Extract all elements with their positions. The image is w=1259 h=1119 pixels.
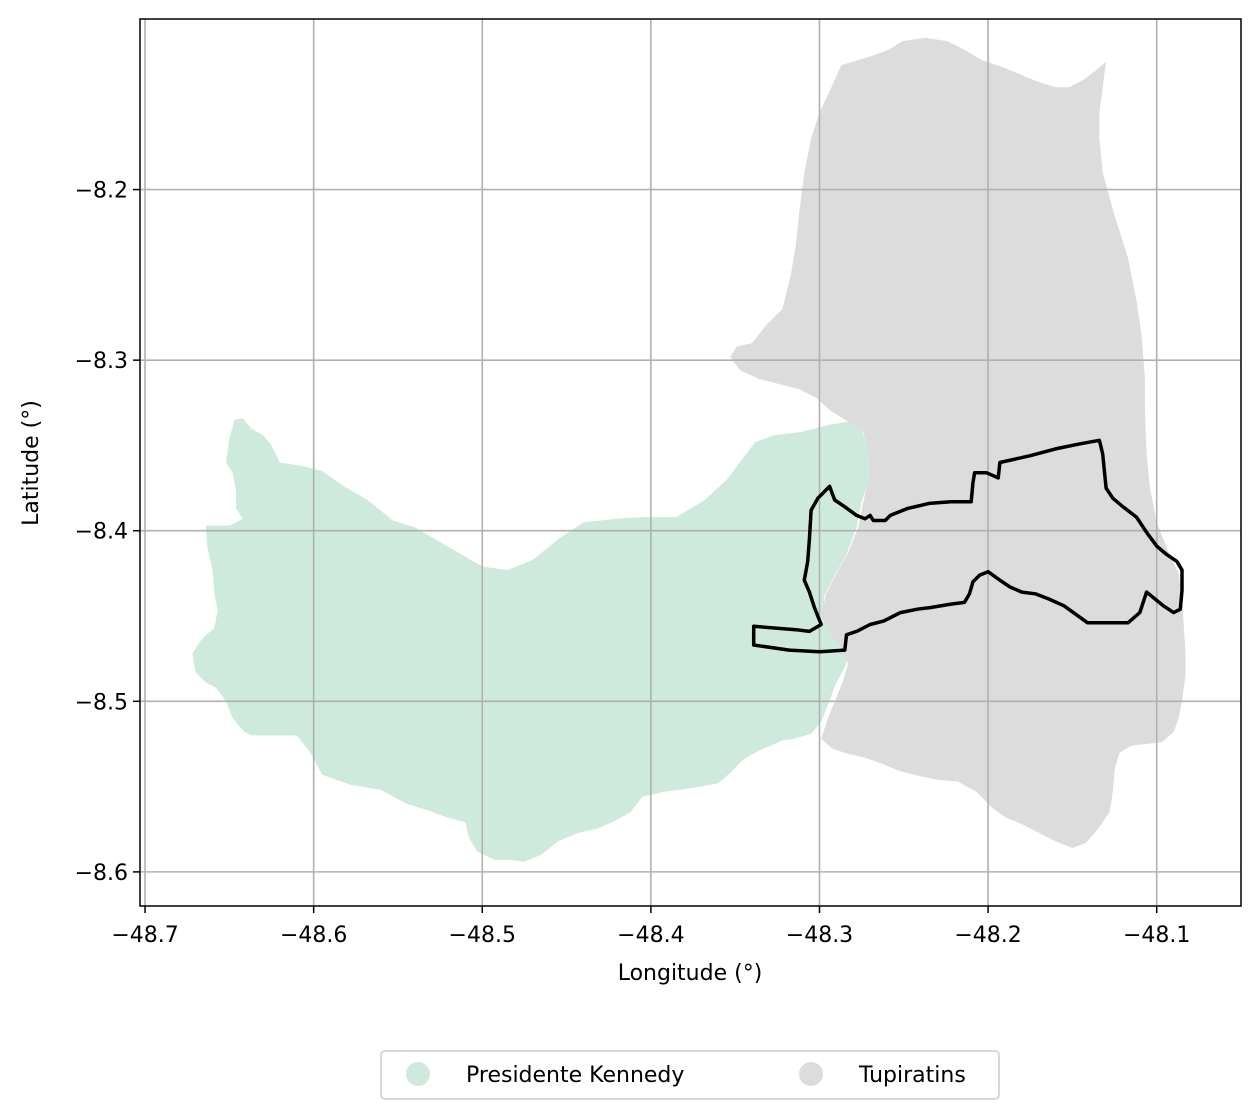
plot-area	[192, 37, 1186, 862]
x-tick-label: −48.6	[280, 923, 347, 948]
axes-frame	[139, 18, 1242, 907]
ticks: −48.7 −48.6 −48.5 −48.4 −48.3 −48.2 −48.1 −8.2 −…	[75, 179, 1191, 948]
y-tick-label: −8.5	[75, 690, 128, 715]
x-tick-label: −48.7	[111, 923, 178, 948]
legend: Presidente Kennedy Tupiratins	[380, 1050, 1000, 1100]
x-axis-label: Longitude (°)	[618, 961, 763, 986]
region-presidente-kennedy	[192, 418, 872, 862]
y-axis-label: Latitude (°)	[19, 400, 44, 526]
legend-box	[380, 1050, 1000, 1100]
legend-label-tupiratins: Tupiratins	[858, 1063, 966, 1088]
x-tick-label: −48.3	[786, 923, 853, 948]
legend-label-presidente-kennedy: Presidente Kennedy	[466, 1063, 684, 1088]
y-tick-label: −8.4	[75, 520, 128, 545]
y-tick-label: −8.2	[75, 179, 128, 204]
legend-marker-presidente-kennedy	[406, 1062, 430, 1086]
x-tick-label: −48.2	[954, 923, 1021, 948]
y-tick-label: −8.6	[75, 861, 128, 886]
x-tick-label: −48.1	[1123, 923, 1190, 948]
grid	[140, 19, 1241, 906]
legend-marker-tupiratins	[799, 1062, 823, 1086]
boundary-outline	[751, 438, 1184, 654]
y-tick-label: −8.3	[75, 349, 128, 374]
x-tick-label: −48.4	[617, 923, 684, 948]
x-tick-label: −48.5	[449, 923, 516, 948]
overlay-layer	[751, 438, 1184, 654]
